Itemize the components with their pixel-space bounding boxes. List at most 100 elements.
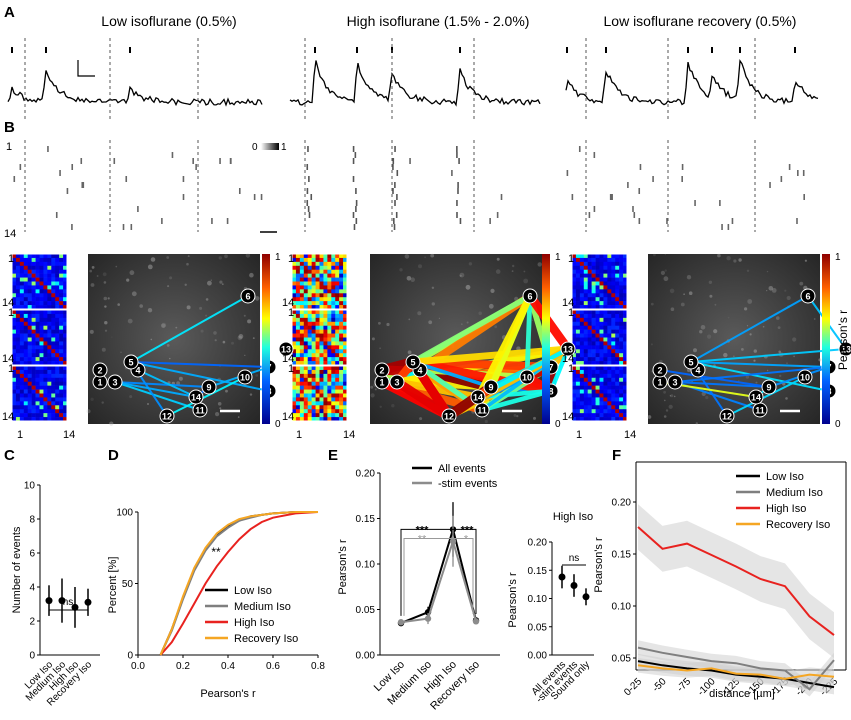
- matrix-cell: [343, 289, 348, 294]
- matrix-cell: [19, 269, 25, 274]
- matrix-cell: [343, 257, 348, 263]
- matrix-cell: [323, 417, 328, 422]
- matrix-cell: [603, 261, 608, 267]
- y-tick-label: 10: [24, 481, 36, 492]
- matrix-cell: [335, 369, 340, 375]
- matrix-cell: [579, 313, 585, 319]
- matrix-cell: [603, 325, 608, 330]
- matrix-cell: [15, 305, 21, 310]
- matrix-cell: [43, 357, 48, 362]
- matrix-cell: [12, 409, 17, 414]
- matrix-cell: [31, 281, 36, 286]
- matrix-cell: [59, 269, 64, 274]
- matrix-cell: [611, 353, 616, 358]
- matrix-cell: [335, 393, 340, 398]
- matrix-cell: [583, 337, 589, 342]
- network-edge: [130, 295, 249, 363]
- matrix-cell: [292, 273, 297, 278]
- matrix-cell: [591, 361, 596, 366]
- matrix-cell: [47, 310, 52, 315]
- matrix-cell: [299, 337, 305, 342]
- matrix-cell: [39, 301, 44, 306]
- matrix-cell: [331, 301, 336, 306]
- matrix-cell: [619, 345, 624, 350]
- matrix-cell: [343, 321, 348, 327]
- matrix-cell: [587, 325, 592, 330]
- matrix-cell: [51, 297, 56, 302]
- matrix-cell: [607, 281, 612, 286]
- matrix-cell: [623, 353, 628, 358]
- matrix-cell: [292, 321, 297, 327]
- y-tick-label: 0.15: [612, 550, 632, 561]
- matrix-cell: [51, 269, 56, 274]
- matrix-cell: [583, 393, 589, 398]
- matrix-cell: [31, 325, 36, 330]
- matrix-cell: [572, 373, 577, 379]
- matrix-cell: [311, 293, 316, 298]
- matrix-cell: [603, 293, 608, 298]
- matrix-cell: [615, 305, 620, 310]
- matrix-cell: [323, 341, 328, 346]
- data-point: [45, 597, 53, 605]
- y-tick-label: 6: [29, 549, 35, 560]
- matrix-cell: [335, 261, 340, 267]
- matrix-cell: [59, 313, 64, 319]
- matrix-cell: [619, 385, 624, 390]
- matrix-cell: [327, 257, 332, 263]
- matrix-cell: [31, 389, 36, 394]
- matrix-cell: [15, 397, 21, 402]
- matrix-cell: [35, 301, 40, 306]
- matrix-cell: [619, 333, 624, 338]
- matrix-cell: [27, 385, 32, 390]
- matrix-cell: [615, 417, 620, 422]
- matrix-cell: [331, 357, 336, 362]
- matrix-cell: [315, 277, 320, 282]
- speckle: [186, 305, 191, 310]
- matrix-cell: [572, 297, 577, 302]
- matrix-cell: [339, 281, 344, 286]
- matrix-cell: [615, 281, 620, 286]
- speckle: [523, 270, 526, 273]
- matrix-cell: [587, 261, 592, 267]
- matrix-cell: [591, 310, 596, 315]
- speckle: [430, 253, 435, 258]
- matrix-cell: [603, 417, 608, 422]
- matrix-cell: [59, 409, 64, 414]
- matrix-cell: [587, 377, 592, 383]
- matrix-cell: [579, 261, 585, 267]
- speckle: [89, 329, 94, 334]
- matrix-cell: [595, 329, 600, 334]
- matrix-cell: [575, 349, 581, 354]
- matrix-cell: [311, 325, 316, 330]
- speckle: [680, 302, 685, 307]
- matrix-cell: [343, 273, 348, 278]
- matrix-cell: [611, 369, 616, 375]
- matrix-cell: [611, 293, 616, 298]
- matrix-cell: [51, 289, 56, 294]
- matrix-cell: [307, 321, 312, 327]
- matrix-cell: [59, 281, 64, 286]
- matrix-cell: [292, 353, 297, 358]
- calcium-traces: [7, 38, 819, 120]
- matrix-cell: [12, 301, 17, 306]
- matrix-cell: [292, 413, 297, 418]
- network-node: [838, 341, 851, 357]
- matrix-cell: [27, 393, 32, 398]
- matrix-cell: [607, 321, 612, 327]
- matrix-cell: [335, 293, 340, 298]
- matrix-cell: [595, 353, 600, 358]
- speckle: [459, 272, 465, 278]
- network-node-label: 9: [766, 383, 771, 393]
- matrix-cell: [43, 405, 48, 410]
- network-node-label: 7: [548, 363, 553, 373]
- matrix-cell: [47, 369, 52, 375]
- matrix-cell: [12, 269, 17, 274]
- matrix-cell: [595, 409, 600, 414]
- matrix-cell: [15, 289, 21, 294]
- matrix-cell: [55, 366, 60, 371]
- network-node-label: 9: [488, 383, 493, 393]
- matrix-cell: [55, 285, 60, 290]
- matrix-cell: [43, 341, 48, 346]
- speckle: [404, 254, 410, 259]
- legend-label: Recovery Iso: [234, 633, 298, 645]
